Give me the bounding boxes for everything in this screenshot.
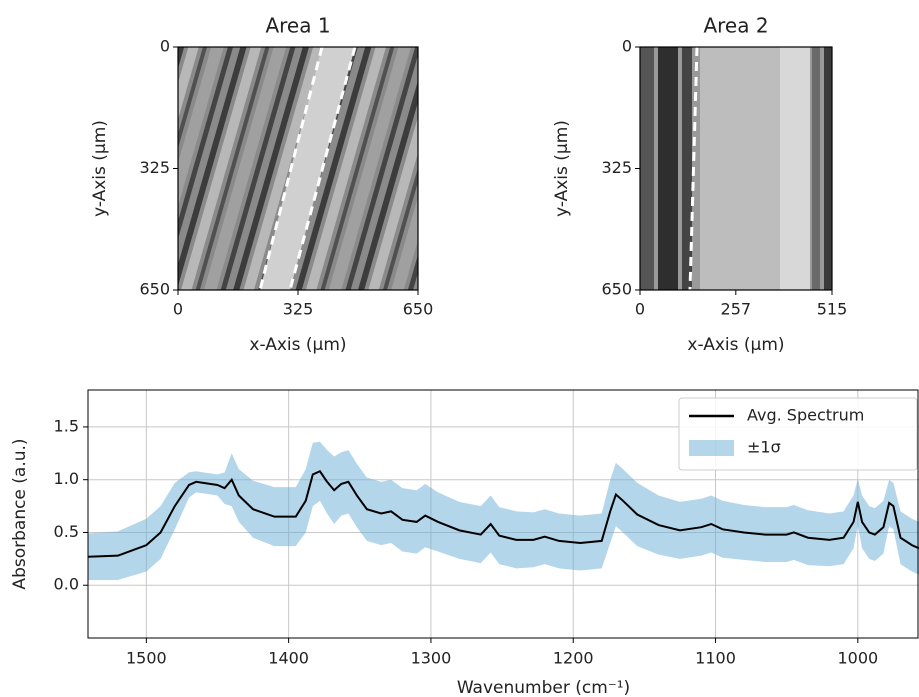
x-axis-label: Wavenumber (cm⁻¹) xyxy=(457,678,630,697)
y-tick-label: 0.5 xyxy=(54,522,79,541)
x-tick-label: 650 xyxy=(403,300,434,319)
x-axis-label: x-Axis (μm) xyxy=(249,335,346,355)
micrograph-2 xyxy=(640,46,832,291)
plot-frame xyxy=(87,389,919,639)
legend-label: Avg. Spectrum xyxy=(747,406,864,425)
y-tick-label: 1.0 xyxy=(54,469,79,488)
x-tick-label: 1300 xyxy=(411,649,452,668)
legend-swatch xyxy=(689,440,734,456)
legend-box xyxy=(678,397,918,471)
x-tick-label: 325 xyxy=(283,300,314,319)
y-axis-label: y-Axis (μm) xyxy=(552,120,572,217)
y-tick-label: 0.0 xyxy=(54,575,79,594)
y-tick-label: 325 xyxy=(139,158,170,177)
x-tick-label: 1100 xyxy=(695,649,736,668)
avg-line xyxy=(88,470,919,558)
y-tick-label: 0 xyxy=(622,37,632,56)
micrograph-1 xyxy=(178,46,418,291)
x-tick-label: 257 xyxy=(721,300,752,319)
legend-label: ±1σ xyxy=(747,438,781,457)
x-tick-label: 1000 xyxy=(837,649,878,668)
x-tick-label: 0 xyxy=(635,300,645,319)
chart-title: Area 1 xyxy=(265,14,330,38)
y-tick-label: 325 xyxy=(601,158,632,177)
chart-title: Area 2 xyxy=(703,14,768,38)
x-axis-label: x-Axis (μm) xyxy=(687,335,784,355)
sigma-band xyxy=(88,441,919,580)
y-axis-label: y-Axis (μm) xyxy=(90,120,110,217)
y-tick-label: 0 xyxy=(160,37,170,56)
x-tick-label: 515 xyxy=(817,300,848,319)
x-tick-label: 1500 xyxy=(126,649,167,668)
plot-area xyxy=(88,441,919,580)
y-tick-label: 650 xyxy=(601,280,632,299)
x-tick-label: 0 xyxy=(173,300,183,319)
x-tick-label: 1200 xyxy=(553,649,594,668)
y-axis-label: Absorbance (a.u.) xyxy=(10,438,30,589)
y-tick-label: 650 xyxy=(139,280,170,299)
x-tick-label: 1400 xyxy=(268,649,309,668)
y-tick-label: 1.5 xyxy=(54,416,79,435)
